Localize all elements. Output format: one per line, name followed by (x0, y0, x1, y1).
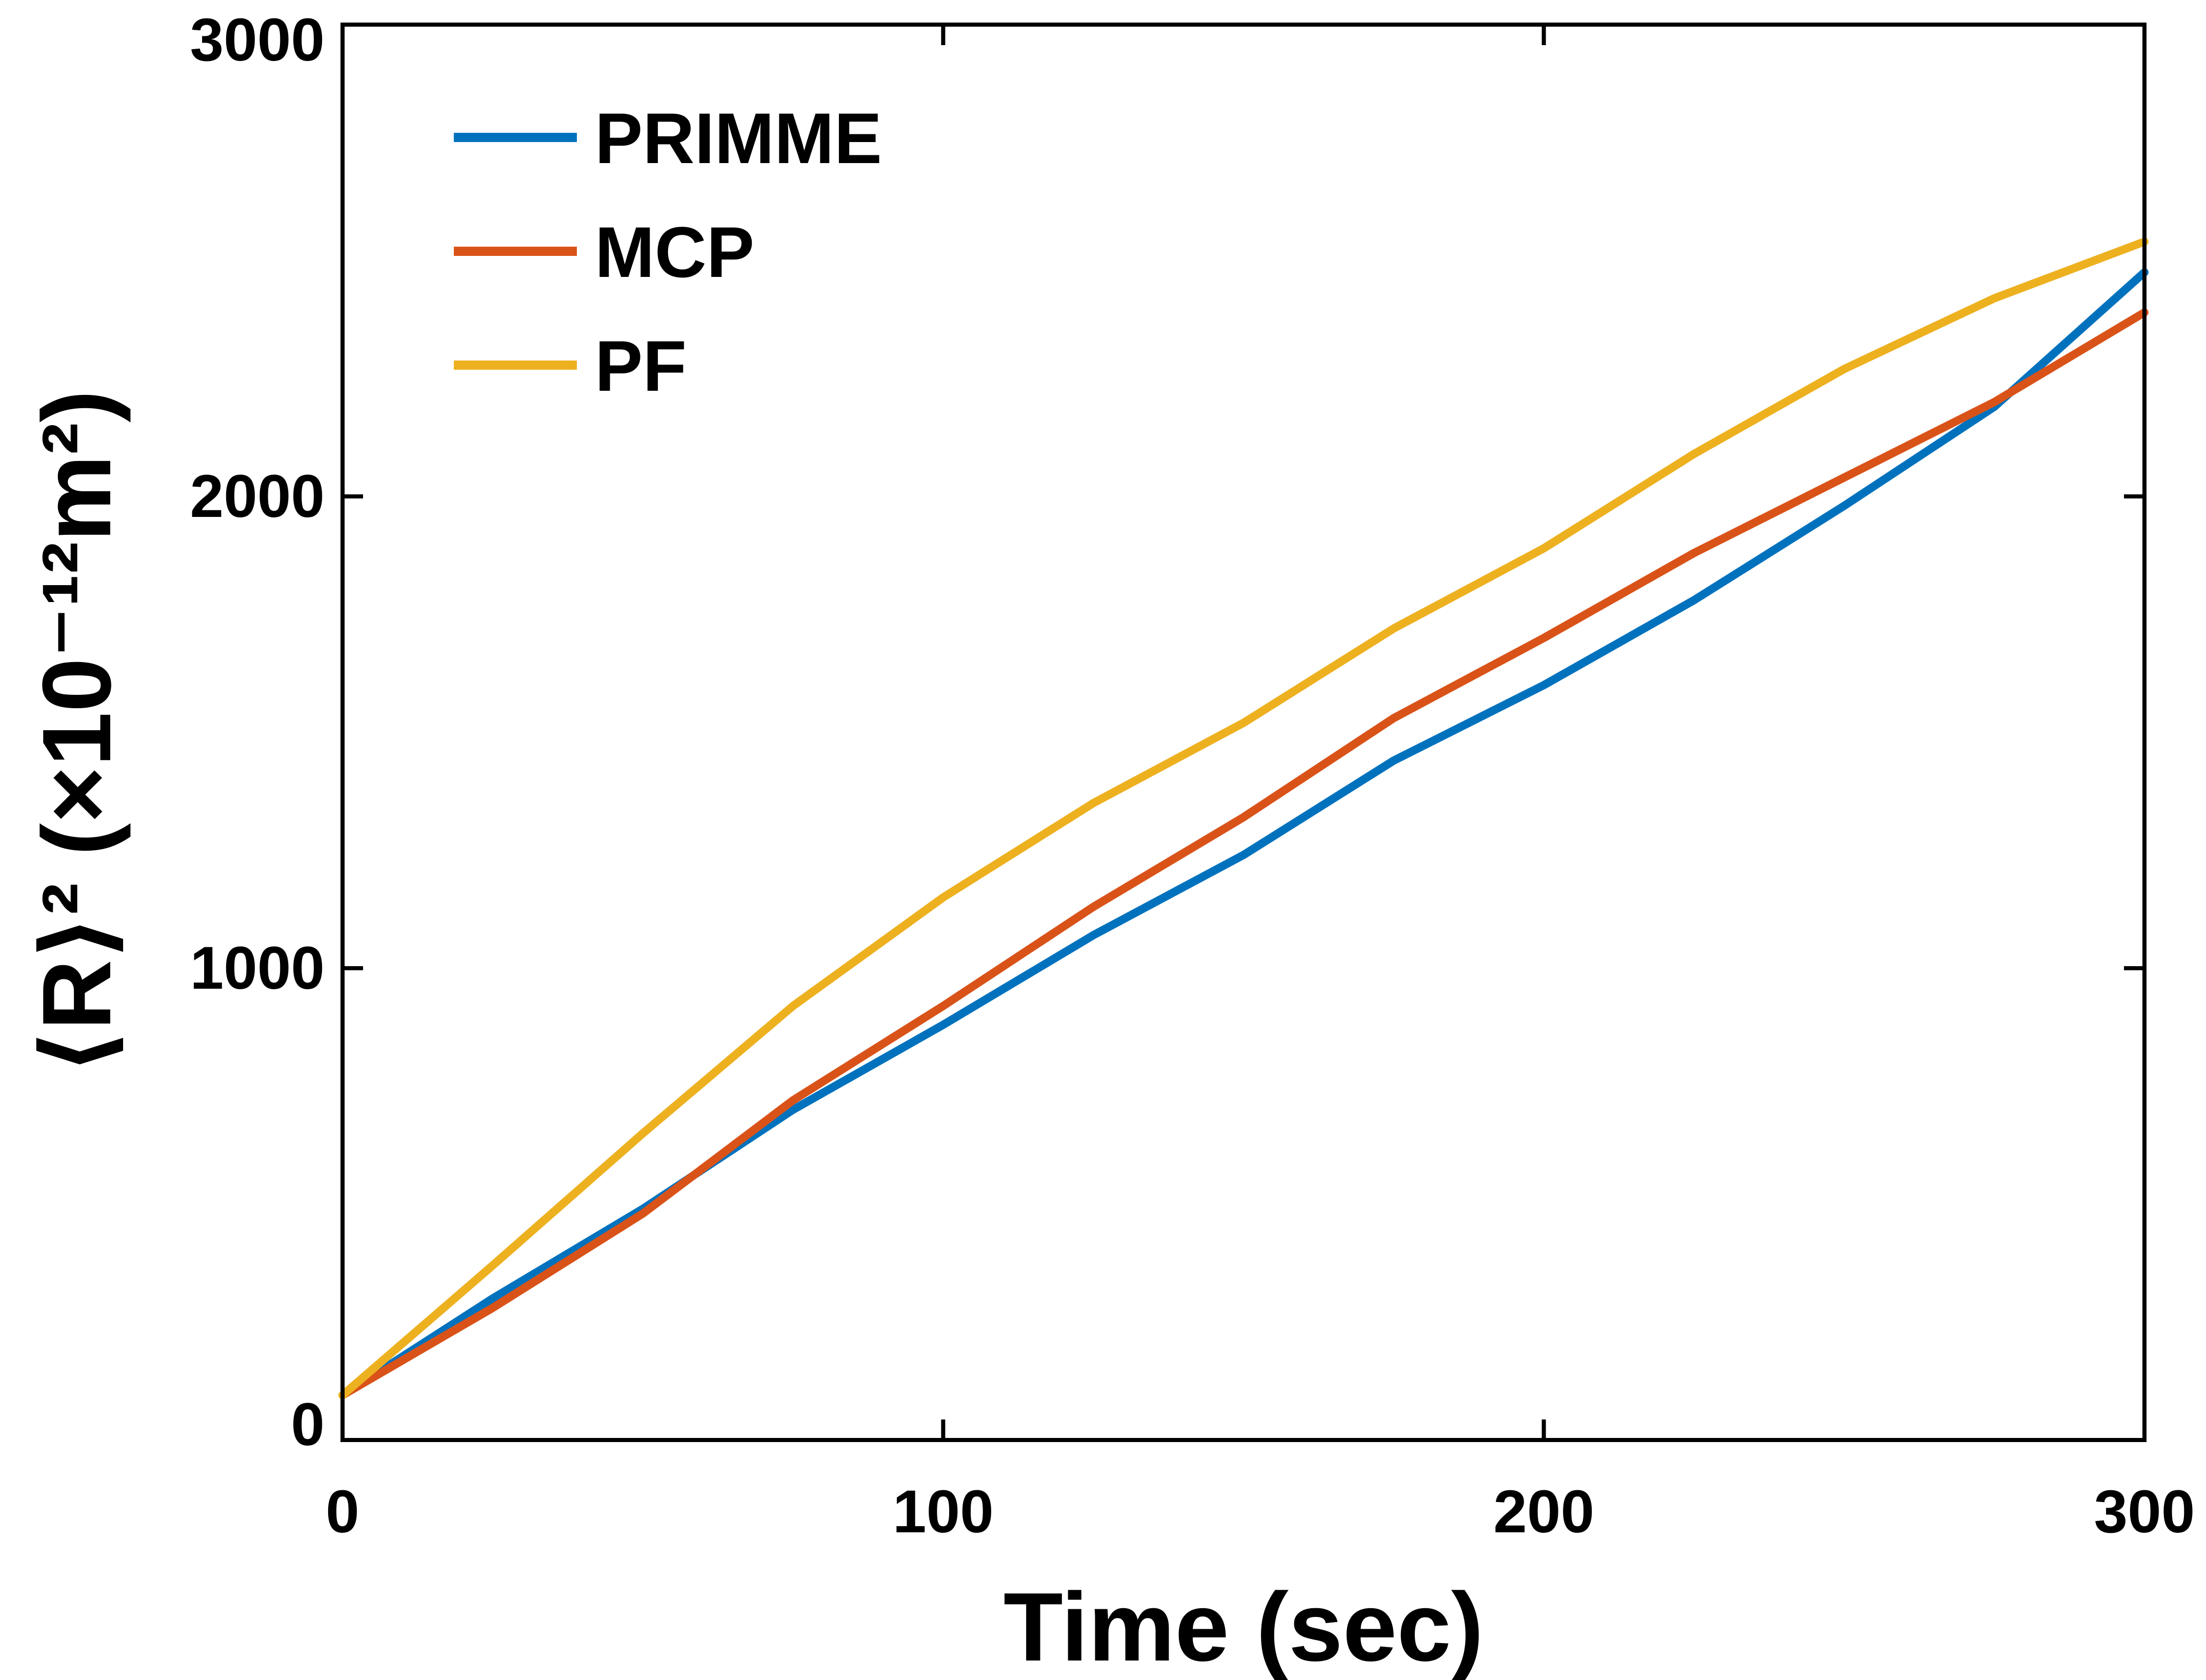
legend: PRIMME MCP PF (454, 98, 882, 406)
series-line-mcp (338, 308, 2149, 1399)
legend-label-pf: PF (595, 326, 687, 406)
series-line-pf (338, 237, 2149, 1399)
ticks-layer (343, 25, 2144, 1440)
x-tick-label: 0 (326, 1478, 359, 1546)
y-tick-label: 2000 (190, 463, 325, 530)
x-tick-label: 300 (2094, 1478, 2195, 1546)
y-tick-label: 0 (291, 1391, 325, 1458)
x-tick-label: 200 (1493, 1478, 1594, 1546)
legend-label-mcp: MCP (595, 212, 754, 292)
x-tick-label: 100 (893, 1478, 994, 1546)
series-layer (338, 237, 2149, 1399)
plot-frame (340, 23, 2147, 1442)
x-axis-title: Time (sec) (1004, 1573, 1483, 1680)
y-axis-title: ⟨R⟩² (×10⁻¹²m²) (23, 390, 131, 1075)
legend-label-primme: PRIMME (595, 98, 882, 178)
y-tick-label: 1000 (190, 934, 325, 1002)
y-tick-label: 3000 (190, 6, 325, 74)
